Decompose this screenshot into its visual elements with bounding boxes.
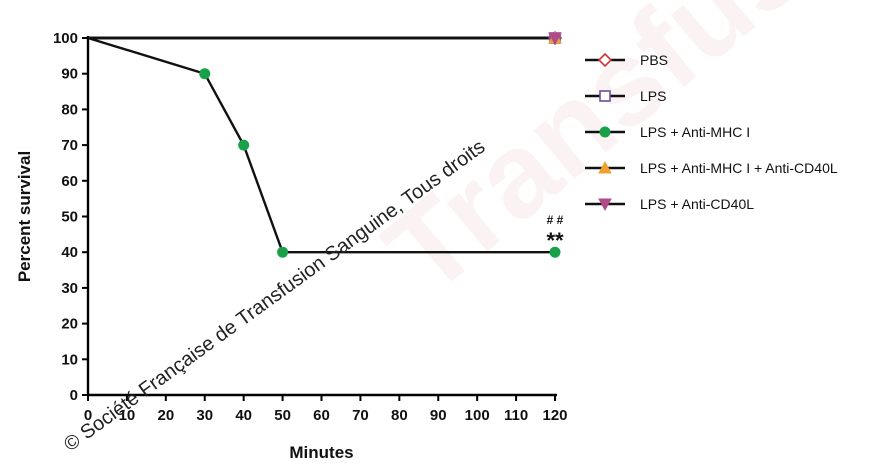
x-tick-label: 30 bbox=[196, 407, 213, 424]
y-tick-label: 30 bbox=[61, 280, 78, 297]
legend-marker bbox=[597, 52, 613, 68]
legend-item: LPS + Anti-CD40L bbox=[585, 196, 754, 212]
x-axis-title: Minutes bbox=[289, 443, 353, 462]
legend-marker bbox=[599, 126, 611, 138]
series-points bbox=[199, 68, 561, 258]
legend-item: PBS bbox=[585, 52, 668, 68]
y-tick-label: 10 bbox=[61, 351, 78, 368]
data-point bbox=[238, 139, 250, 151]
x-tick-label: 90 bbox=[430, 407, 447, 424]
legend-marker bbox=[599, 90, 611, 102]
x-tick-label: 120 bbox=[542, 407, 567, 424]
legend-marker bbox=[598, 160, 612, 174]
data-point bbox=[199, 68, 211, 80]
x-tick-label: 70 bbox=[352, 407, 369, 424]
legend-label: LPS + Anti-MHC I bbox=[640, 124, 750, 140]
x-tick-label: 10 bbox=[119, 407, 136, 424]
legend-label: PBS bbox=[640, 52, 668, 68]
legend-item: LPS + Anti-MHC I + Anti-CD40L bbox=[585, 160, 838, 176]
x-tick-label: 110 bbox=[504, 407, 528, 424]
data-point bbox=[277, 246, 289, 258]
data-point bbox=[548, 32, 562, 46]
data-point bbox=[549, 246, 561, 258]
y-tick-label: 50 bbox=[61, 209, 78, 226]
legend-marker bbox=[598, 198, 612, 212]
legend-label: LPS + Anti-MHC I + Anti-CD40L bbox=[640, 160, 838, 176]
x-tick-label: 0 bbox=[84, 407, 92, 424]
y-tick-label: 70 bbox=[61, 137, 78, 154]
y-tick-label: 20 bbox=[61, 316, 78, 333]
annotations: # #** bbox=[546, 213, 564, 253]
x-tick-label: 50 bbox=[274, 407, 291, 424]
y-tick-label: 90 bbox=[61, 66, 78, 83]
y-tick-label: 60 bbox=[61, 173, 78, 190]
y-axis-title: Percent survival bbox=[15, 151, 34, 282]
y-tick-label: 80 bbox=[61, 101, 78, 118]
legend-label: LPS bbox=[640, 88, 666, 104]
axes: 0 10 20 30 40 50 60 70 80 90 100 0 10 20 30 40 50 60 70 80 9… bbox=[15, 30, 568, 462]
x-tick-label: 60 bbox=[313, 407, 330, 424]
series-layer bbox=[87, 30, 563, 258]
y-tick-label: 100 bbox=[53, 30, 78, 47]
x-tick-label: 40 bbox=[235, 407, 252, 424]
legend-item: LPS bbox=[585, 88, 666, 104]
series-points bbox=[548, 32, 562, 46]
legend-item: LPS + Anti-MHC I bbox=[585, 124, 750, 140]
x-tick-label: 100 bbox=[465, 407, 490, 424]
y-tick-label: 40 bbox=[61, 244, 78, 261]
x-tick-label: 80 bbox=[391, 407, 408, 424]
legend: PBS LPS LPS + Anti-MHC I LPS + Anti-MHC I +… bbox=[585, 52, 838, 212]
x-tick-label: 20 bbox=[157, 407, 174, 424]
legend-label: LPS + Anti-CD40L bbox=[640, 196, 754, 212]
hash-annotation: # # bbox=[547, 213, 564, 227]
significance-annotation: ** bbox=[546, 228, 564, 253]
y-tick-label: 0 bbox=[70, 387, 78, 404]
